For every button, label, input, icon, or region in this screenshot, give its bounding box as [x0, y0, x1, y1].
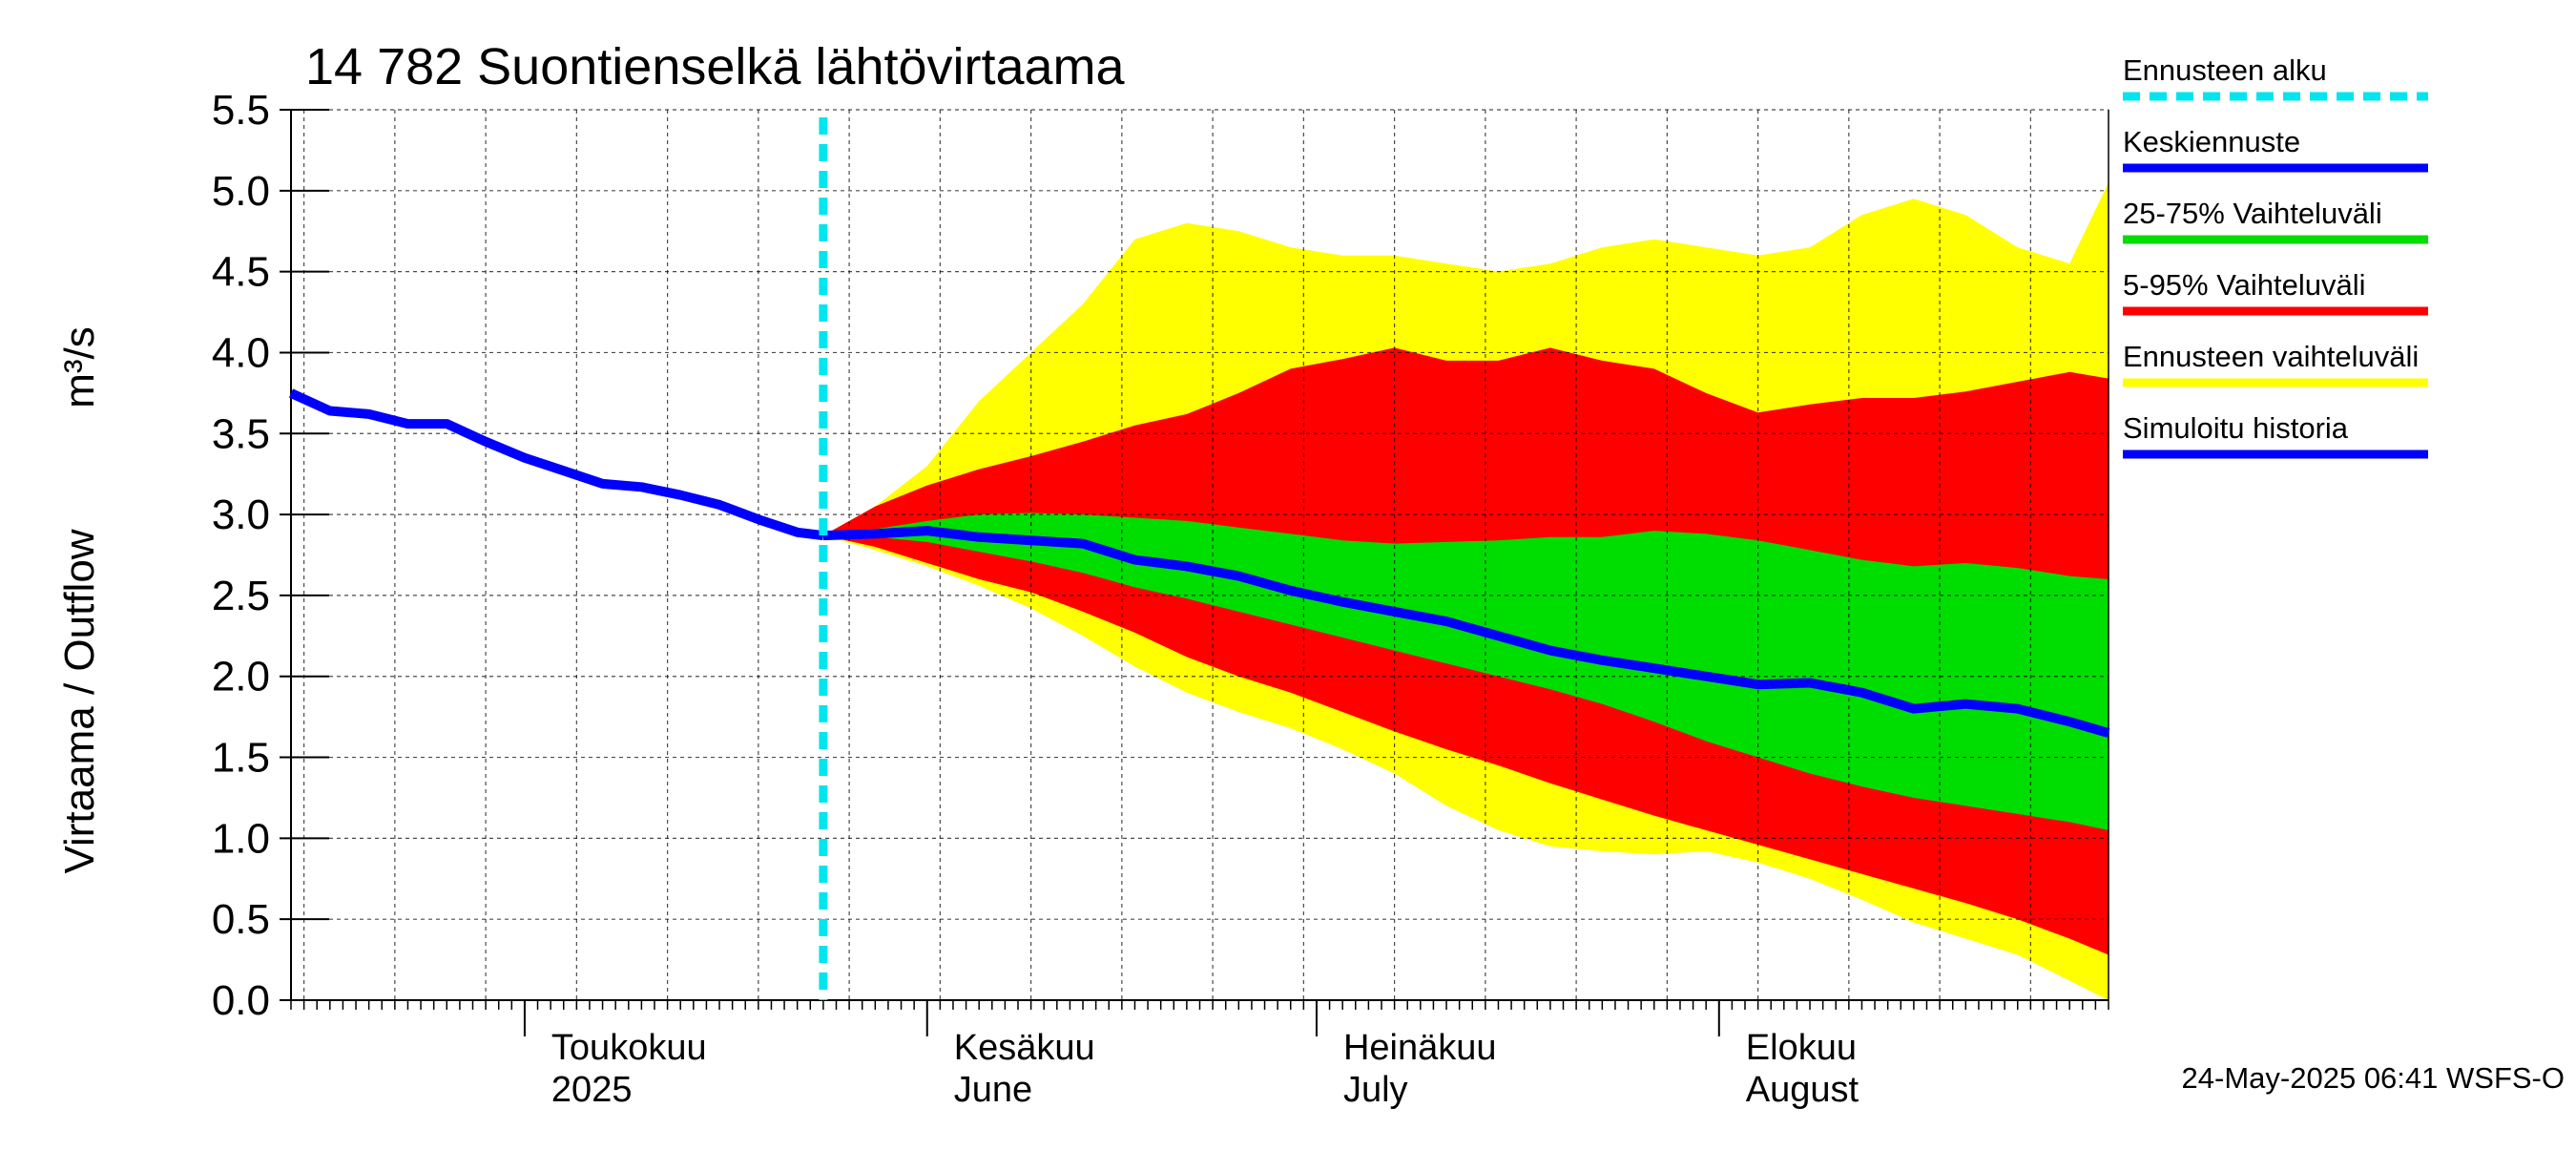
x-tick-label: Elokuu [1746, 1028, 1857, 1068]
y-tick-label: 1.5 [212, 735, 270, 782]
legend-label: Ennusteen vaihteluväli [2123, 340, 2419, 373]
legend-label: 25-75% Vaihteluväli [2123, 197, 2382, 230]
legend-label: 5-95% Vaihteluväli [2123, 268, 2365, 302]
y-axis-unit: m³/s [56, 326, 103, 408]
y-tick-label: 4.0 [212, 329, 270, 376]
y-tick-label: 4.5 [212, 249, 270, 296]
y-tick-label: 1.0 [212, 815, 270, 862]
x-tick-label: July [1343, 1070, 1408, 1110]
y-tick-label: 0.0 [212, 977, 270, 1024]
median-forecast-line [822, 526, 2110, 738]
band-25-75 [822, 512, 2109, 830]
legend-label: Ennusteen alku [2123, 53, 2327, 87]
x-tick-label: Kesäkuu [954, 1028, 1095, 1068]
legend-item: Ennusteen vaihteluväli [2123, 340, 2428, 387]
y-tick-label: 2.0 [212, 654, 270, 700]
legend-item: Keskiennuste [2123, 125, 2428, 173]
x-tick-label: Toukokuu [551, 1028, 707, 1068]
gridlines [291, 109, 2109, 1000]
legend-label: Simuloitu historia [2123, 411, 2349, 445]
y-tick-label: 0.5 [212, 896, 270, 943]
legend-item: Ennusteen alku [2123, 53, 2428, 101]
timestamp: 24-May-2025 06:41 WSFS-O [2182, 1061, 2565, 1095]
y-tick-label: 5.0 [212, 168, 270, 215]
y-axis-label: Virtaama / Outflow [56, 529, 103, 873]
y-tick-label: 2.5 [212, 573, 270, 619]
history-line [288, 388, 824, 541]
plot-area: 0.0 0.5 1.0 1.5 2.0 2.5 3.0 3.5 4.0 4.5 5.0 5.5 Touk… [212, 87, 2110, 1110]
legend-item: 5-95% Vaihteluväli [2123, 268, 2428, 316]
y-tick-label: 3.5 [212, 410, 270, 457]
x-tick-label: August [1746, 1070, 1859, 1110]
legend-item: Simuloitu historia [2123, 411, 2428, 459]
y-tick-label: 5.5 [212, 87, 270, 134]
chart-title: 14 782 Suontienselkä lähtövirtaama [305, 38, 1126, 95]
y-tick-label: 3.0 [212, 491, 270, 538]
x-tick-label: 2025 [551, 1070, 633, 1110]
legend-label: Keskiennuste [2123, 125, 2300, 158]
legend-item: 25-75% Vaihteluväli [2123, 197, 2428, 244]
x-tick-label: Heinäkuu [1343, 1028, 1497, 1068]
legend: Ennusteen alku Keskiennuste 25-75% Vaihtel… [2123, 53, 2428, 459]
x-tick-label: June [954, 1070, 1032, 1110]
